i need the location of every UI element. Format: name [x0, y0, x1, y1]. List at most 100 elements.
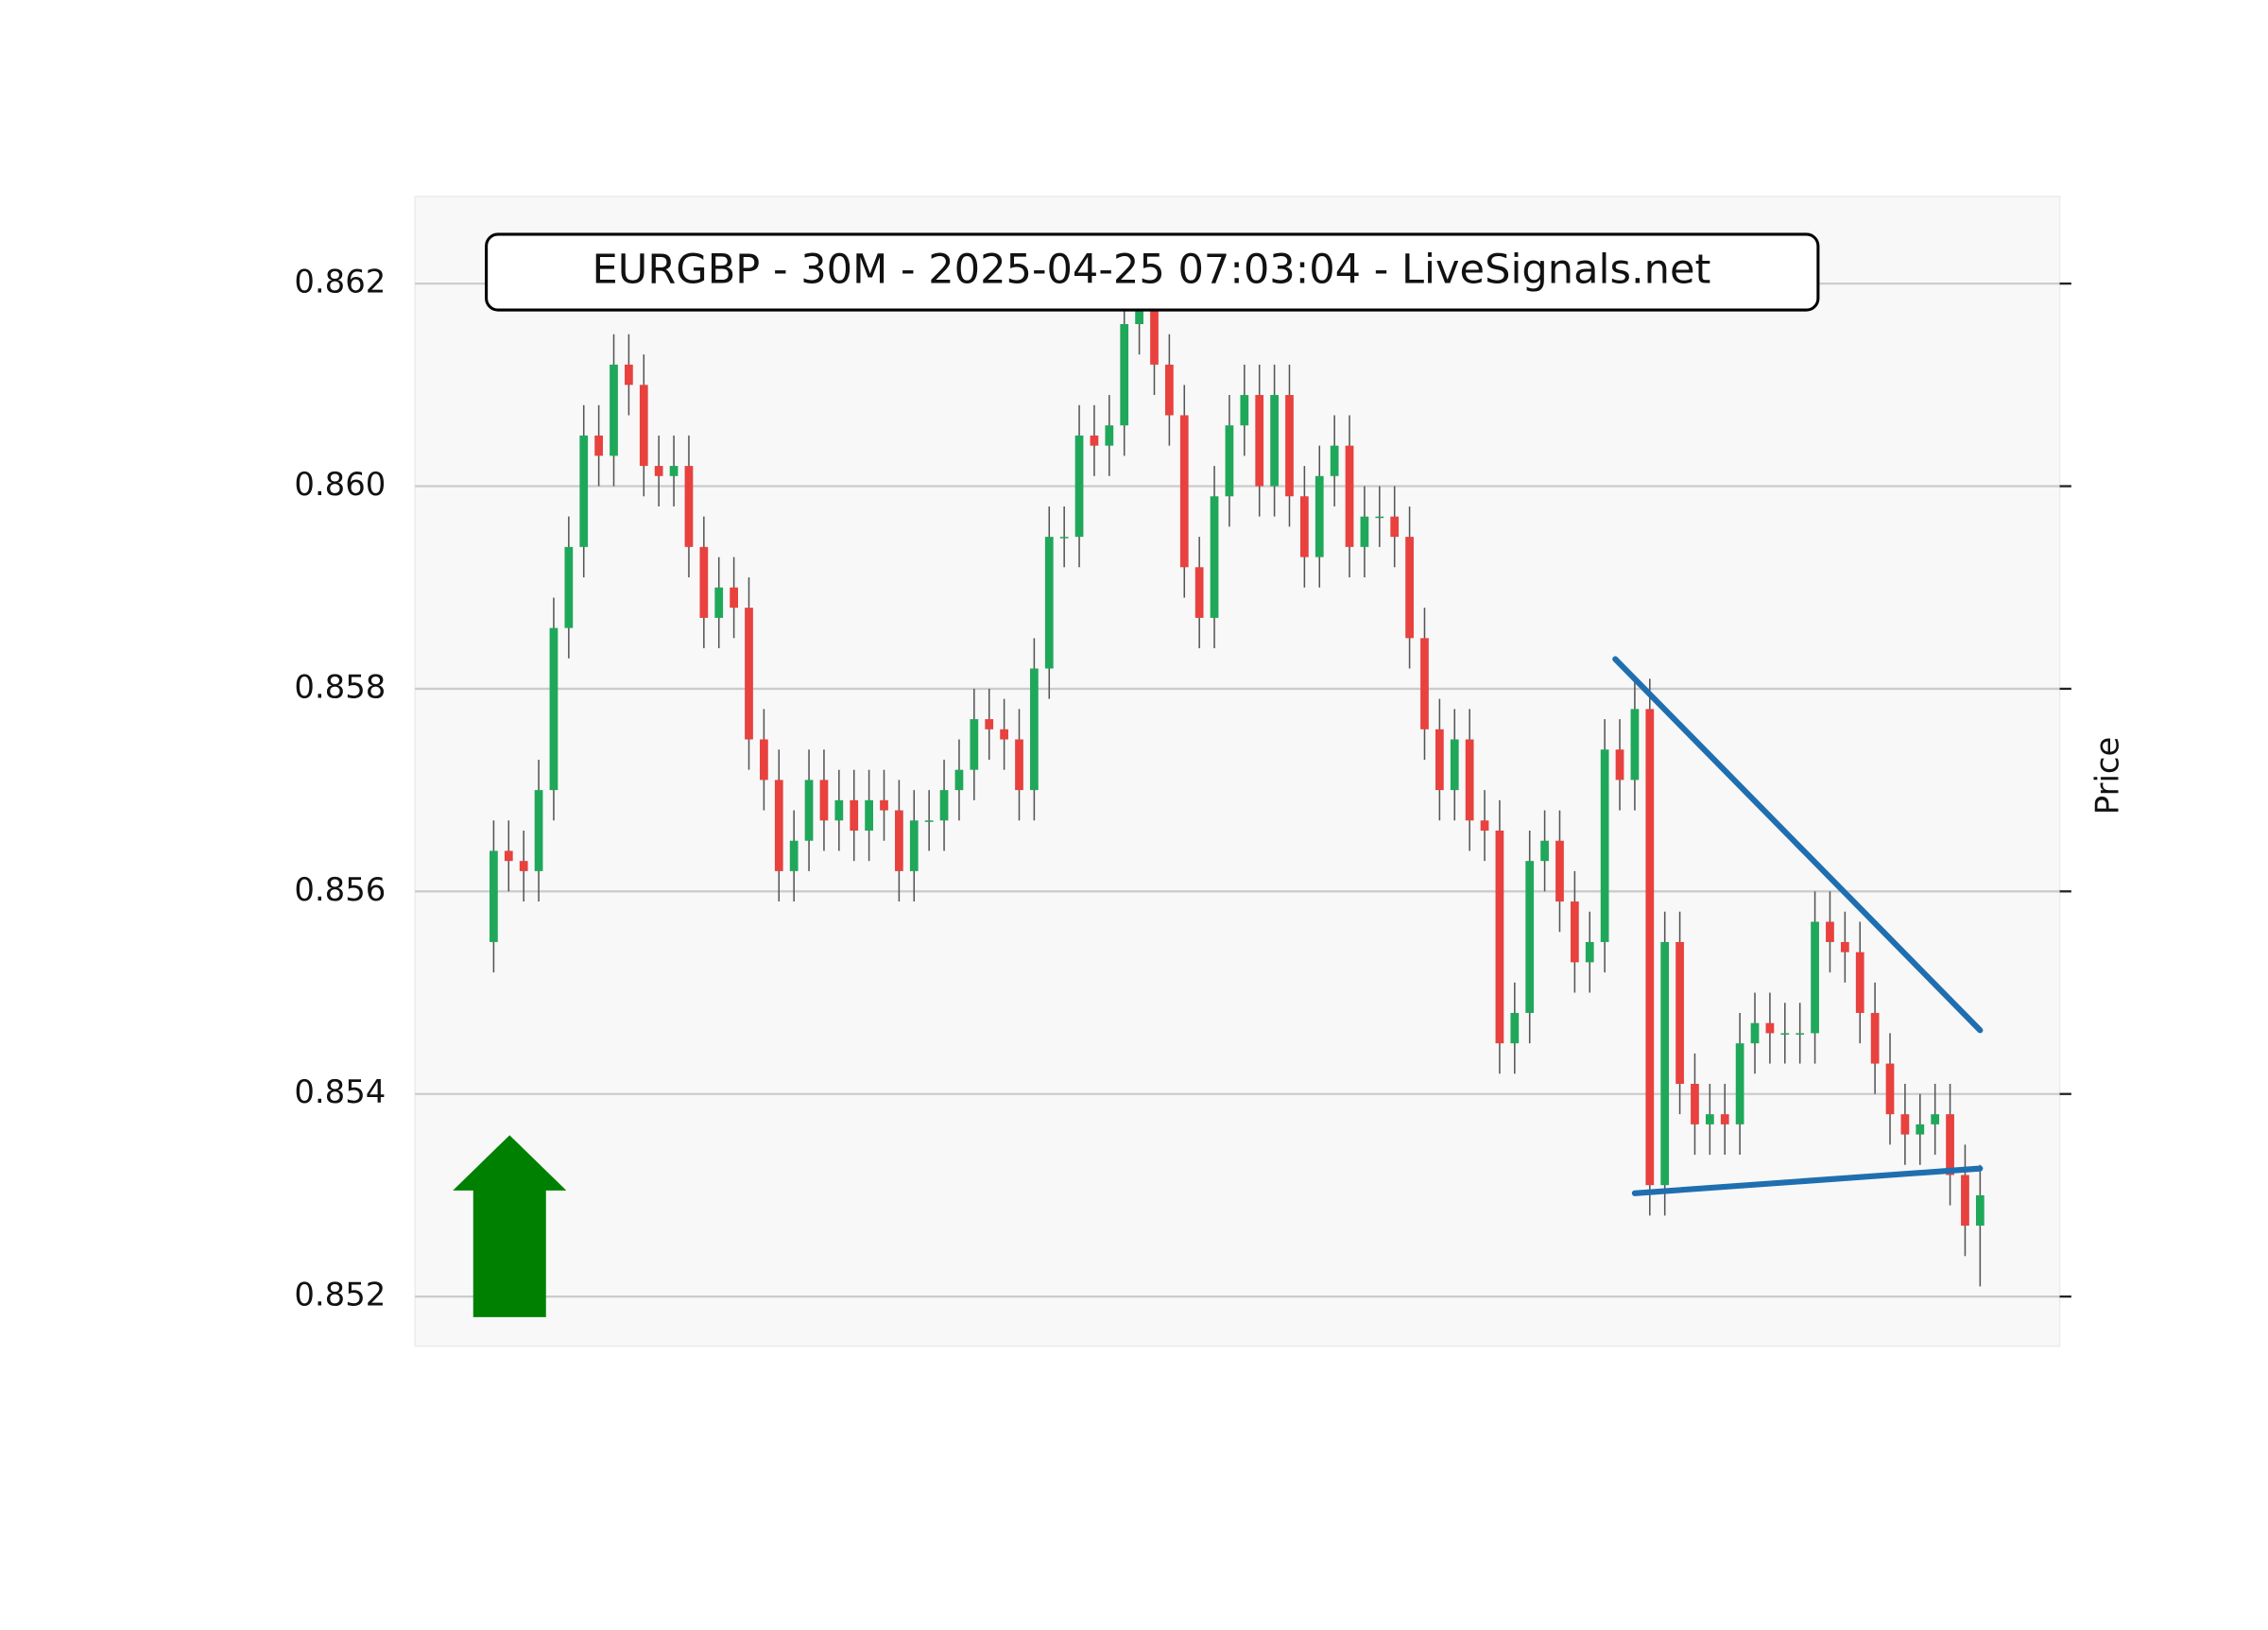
- candle-body: [549, 627, 558, 791]
- candle-body: [939, 790, 949, 821]
- trendline: [1612, 656, 1984, 1034]
- candle-body: [985, 719, 994, 729]
- candle-body: [1179, 415, 1189, 568]
- candle-body: [1931, 1114, 1940, 1124]
- candle-body: [1750, 1022, 1760, 1044]
- candle-body: [850, 799, 859, 832]
- candle-body: [970, 719, 979, 770]
- candle-body: [909, 820, 919, 871]
- candle-body: [1194, 567, 1204, 618]
- candle-body: [1240, 395, 1249, 426]
- candle-body: [1375, 516, 1384, 519]
- candle-body: [1540, 840, 1549, 862]
- candle-body: [1585, 941, 1594, 963]
- candle-body: [1765, 1022, 1775, 1034]
- candle-body: [594, 435, 603, 456]
- candle-body: [1059, 537, 1069, 539]
- candle-body: [745, 608, 753, 740]
- candle-body: [1735, 1043, 1744, 1124]
- candle-body: [669, 466, 679, 476]
- candle-body: [1480, 820, 1489, 832]
- candle-body: [1015, 739, 1023, 791]
- candle-body: [1495, 831, 1504, 1044]
- candle-body: [1961, 1175, 1969, 1227]
- trendline: [1631, 1165, 1984, 1196]
- y-tick-label: 0.862: [294, 264, 386, 300]
- candle-body: [564, 546, 574, 628]
- candle-body: [1090, 435, 1099, 446]
- candle-body: [610, 364, 618, 456]
- candle-body: [1796, 1033, 1805, 1035]
- title-box: [485, 232, 1820, 312]
- chart-title: EURGBP - 30M - 2025-04-25 07:03:04 - Liv…: [593, 247, 1711, 294]
- candle-body: [1165, 364, 1174, 416]
- candle-body: [1300, 496, 1309, 558]
- candle-body: [954, 769, 964, 791]
- candle-body: [1345, 445, 1354, 547]
- candle-body: [625, 364, 633, 386]
- candle-body: [1510, 1012, 1520, 1044]
- candle-body: [1225, 425, 1234, 497]
- candle-body: [1450, 739, 1459, 791]
- candle-body: [684, 466, 694, 547]
- candle-body: [1255, 395, 1264, 487]
- y-tick-label: 0.856: [294, 871, 386, 908]
- candle-body: [804, 780, 814, 841]
- candle-body: [774, 780, 783, 871]
- candle-body: [1390, 516, 1400, 538]
- candle-body: [865, 799, 873, 832]
- candle-body: [1826, 921, 1834, 942]
- candles: [490, 273, 1984, 1287]
- candle-body: [895, 810, 903, 871]
- candle-body: [1044, 537, 1054, 669]
- candle-body: [654, 466, 663, 476]
- candle-body: [519, 861, 528, 871]
- candle-body: [1570, 901, 1579, 963]
- candle-body: [1120, 323, 1129, 426]
- candle-body: [1525, 861, 1535, 1013]
- candle-body: [1660, 941, 1670, 1186]
- candle-body: [1074, 435, 1084, 538]
- candle-body: [1705, 1114, 1714, 1124]
- candle-body: [504, 850, 513, 862]
- candle-body: [1885, 1063, 1895, 1115]
- candle-body: [819, 780, 829, 821]
- y-tick-label: 0.860: [294, 466, 386, 503]
- y-tick-label: 0.852: [294, 1277, 386, 1313]
- candle-body: [1330, 445, 1339, 476]
- candle-body: [1210, 496, 1219, 618]
- candle-body: [789, 840, 799, 871]
- candle-body: [1780, 1033, 1790, 1035]
- candle-body: [1720, 1114, 1729, 1124]
- candle-body: [490, 850, 498, 942]
- candle-body: [714, 587, 724, 618]
- y-axis-label: Price: [2088, 737, 2125, 815]
- candle-body: [1916, 1124, 1925, 1135]
- candle-body: [1435, 729, 1444, 791]
- candle-body: [1105, 425, 1114, 446]
- candle-body: [699, 546, 709, 618]
- candle-body: [1314, 475, 1324, 558]
- candle-body: [1855, 952, 1864, 1013]
- candle-body: [1675, 941, 1684, 1085]
- candle-body: [1420, 638, 1429, 729]
- candle-body: [1405, 537, 1414, 639]
- candle-body: [1285, 395, 1294, 497]
- candle-body: [760, 739, 768, 781]
- candle-body: [579, 435, 589, 547]
- candle-body: [1135, 303, 1143, 324]
- candle-body: [1645, 709, 1655, 1186]
- candle-body: [1975, 1194, 1984, 1227]
- candle-body: [1900, 1114, 1910, 1135]
- candle-body: [1600, 749, 1609, 942]
- y-tick-label: 0.854: [294, 1073, 386, 1110]
- candle-body: [639, 385, 648, 467]
- candle-body: [1946, 1114, 1954, 1175]
- candle-body: [1630, 709, 1640, 781]
- grid: 0.852 0.854 0.856 0.858 0.860 0.862: [294, 264, 2071, 1313]
- candle-body: [1555, 840, 1564, 902]
- candle-body: [1465, 739, 1474, 821]
- plot-area: [414, 196, 2061, 1347]
